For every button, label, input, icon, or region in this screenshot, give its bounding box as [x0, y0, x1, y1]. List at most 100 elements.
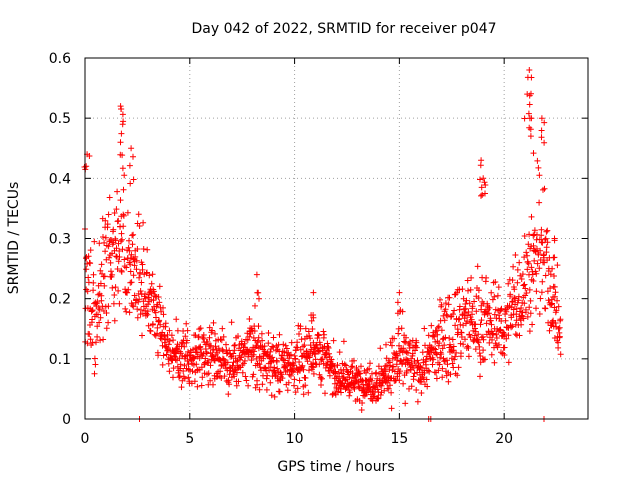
data-point — [530, 278, 537, 284]
data-point — [537, 247, 544, 254]
data-point — [114, 188, 121, 195]
data-point — [213, 373, 220, 380]
data-point — [452, 353, 459, 360]
data-point — [89, 316, 96, 323]
data-point — [183, 320, 190, 327]
data-point — [414, 357, 421, 364]
data-point — [309, 363, 316, 370]
data-point — [553, 307, 560, 314]
data-point — [431, 345, 437, 352]
data-point — [531, 227, 538, 234]
data-point — [276, 388, 283, 395]
data-point — [389, 367, 396, 374]
data-point — [118, 130, 125, 137]
data-point — [432, 346, 439, 353]
data-point — [323, 354, 330, 361]
data-point — [534, 245, 540, 252]
data-point — [521, 115, 528, 122]
data-point — [358, 363, 364, 370]
data-point — [241, 357, 248, 364]
data-point — [119, 236, 125, 243]
data-point — [388, 405, 395, 412]
data-point — [288, 339, 295, 346]
data-point — [135, 298, 142, 305]
data-point — [418, 390, 425, 396]
data-point — [156, 283, 163, 290]
data-point — [220, 348, 227, 355]
data-point — [450, 364, 457, 371]
data-point — [100, 336, 107, 343]
data-point — [94, 333, 101, 340]
data-point — [477, 162, 484, 169]
data-point — [524, 266, 531, 273]
data-point — [165, 341, 172, 348]
data-point — [498, 305, 505, 312]
data-point — [406, 385, 412, 392]
data-point — [87, 247, 94, 254]
data-point — [112, 284, 119, 291]
data-point — [256, 295, 262, 302]
data-point — [507, 291, 514, 298]
data-point — [129, 241, 136, 248]
data-point — [450, 343, 457, 350]
data-point — [368, 377, 375, 384]
data-point — [116, 300, 123, 307]
data-point — [527, 133, 534, 140]
data-point — [129, 232, 136, 239]
data-point — [296, 367, 303, 374]
data-point — [113, 253, 120, 260]
data-point — [235, 378, 242, 385]
data-point — [229, 362, 236, 369]
data-point — [347, 389, 353, 396]
data-point — [140, 246, 147, 252]
data-point — [331, 380, 338, 387]
data-point — [92, 361, 99, 368]
data-point — [433, 350, 439, 357]
data-point — [505, 280, 512, 287]
data-point — [307, 335, 314, 342]
data-point — [300, 366, 307, 373]
data-point — [185, 361, 192, 368]
data-point — [302, 375, 309, 381]
data-point — [473, 308, 480, 315]
data-point — [443, 311, 450, 318]
data-point — [541, 139, 548, 146]
data-point — [391, 335, 398, 342]
data-point — [431, 333, 438, 340]
data-point — [246, 316, 253, 322]
data-point — [512, 331, 519, 338]
data-point — [474, 263, 481, 270]
data-point — [248, 357, 255, 364]
data-point — [457, 321, 464, 328]
data-point — [119, 121, 126, 128]
data-point — [501, 331, 508, 338]
data-point — [531, 257, 538, 264]
data-point — [138, 307, 144, 313]
data-point — [377, 392, 384, 398]
data-point — [454, 372, 461, 379]
data-point — [126, 162, 133, 169]
data-point — [549, 300, 555, 307]
data-point — [160, 311, 167, 318]
data-point — [191, 355, 198, 362]
data-point — [399, 360, 406, 366]
data-point — [436, 361, 443, 368]
data-point — [528, 213, 535, 220]
data-point — [439, 345, 446, 352]
data-point — [118, 106, 124, 112]
data-point — [105, 303, 112, 310]
data-point — [311, 351, 318, 358]
data-point — [456, 303, 463, 310]
data-point — [481, 179, 488, 186]
data-point — [326, 372, 333, 379]
data-point — [170, 374, 176, 381]
data-point — [332, 368, 339, 375]
data-point — [198, 382, 205, 389]
data-point — [114, 266, 121, 272]
data-point — [367, 360, 373, 367]
data-point — [387, 382, 393, 389]
data-point — [150, 288, 157, 295]
data-point — [132, 253, 139, 260]
data-point — [486, 304, 493, 311]
data-point — [493, 335, 500, 341]
